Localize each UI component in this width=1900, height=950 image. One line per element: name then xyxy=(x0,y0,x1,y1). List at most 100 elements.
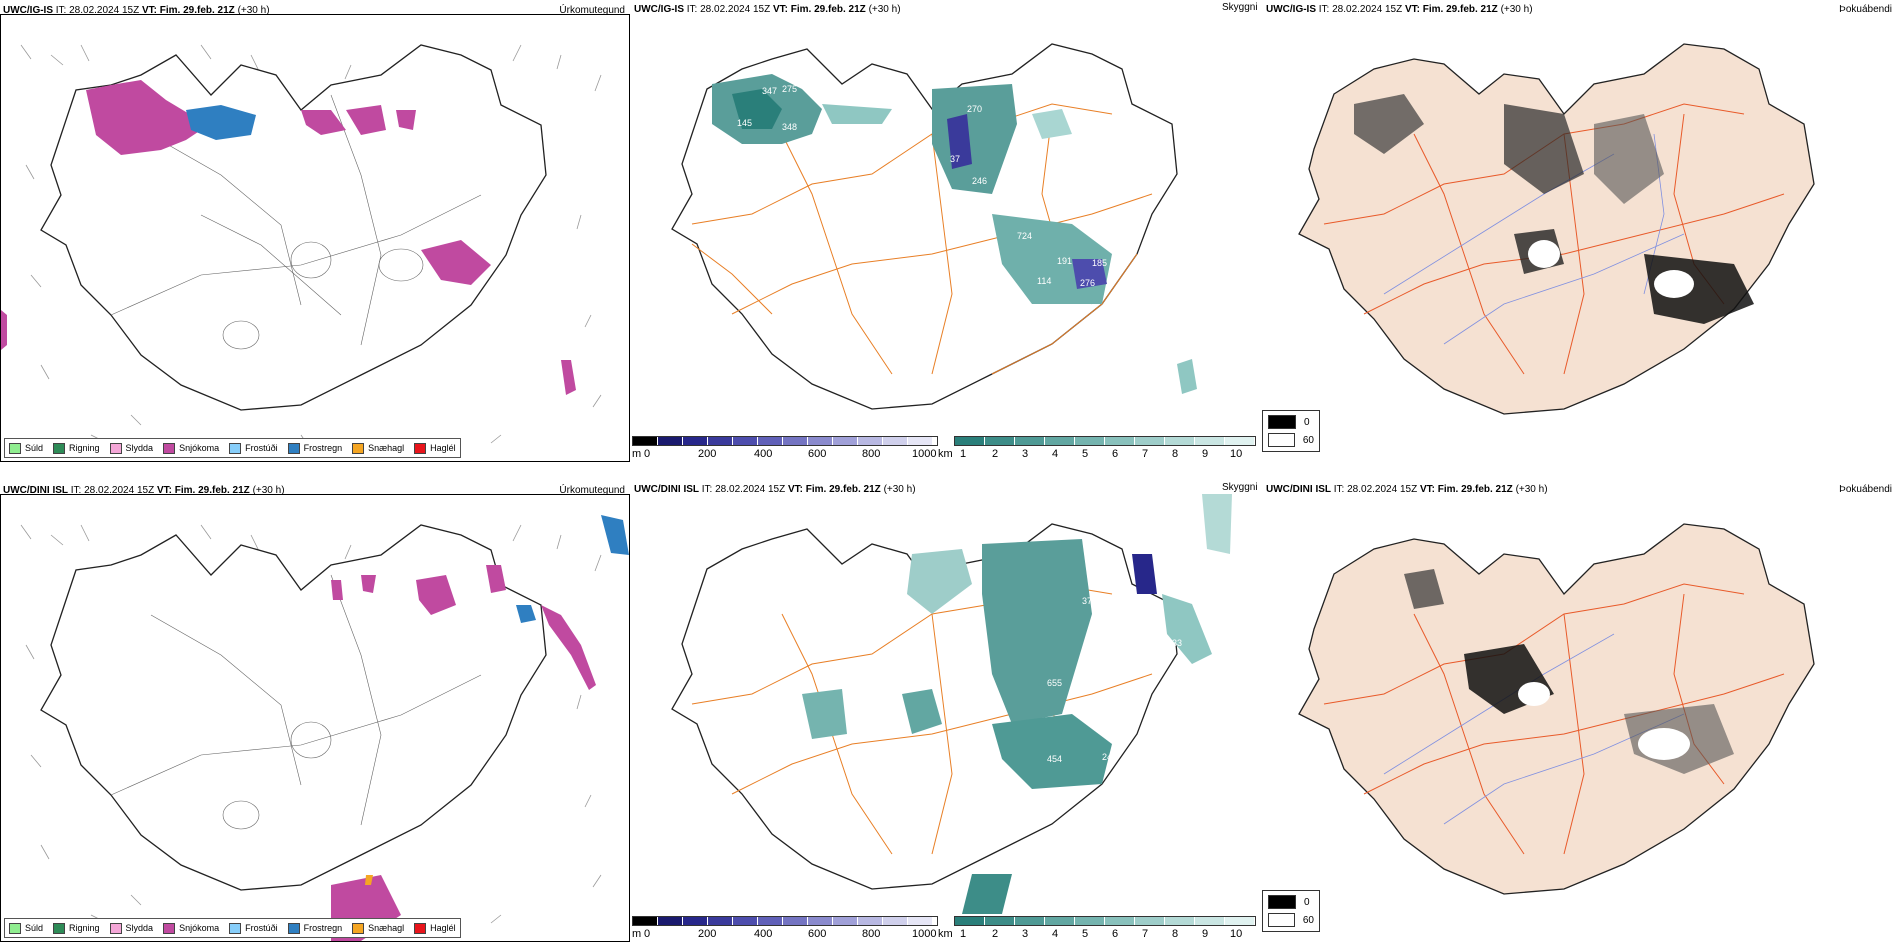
legend-swatch xyxy=(109,922,122,934)
vis-label: 348 xyxy=(782,122,797,132)
vis-label: 246 xyxy=(972,176,987,186)
legend-swatch xyxy=(414,442,427,454)
colorbar-cell xyxy=(1105,437,1135,445)
vis-label: 33 xyxy=(1172,638,1182,648)
panel-title: Þokuábendi xyxy=(1839,4,1892,15)
colorbar-cell xyxy=(1165,917,1195,925)
colorbar-cell xyxy=(708,917,733,925)
panel-title: Úrkomutegund xyxy=(559,5,625,16)
vis-label: 145 xyxy=(737,118,752,128)
colorbar-cell xyxy=(985,917,1015,925)
legend-item: Snjókoma xyxy=(163,442,219,454)
colorbar-cell xyxy=(658,917,683,925)
legend-swatch xyxy=(9,922,21,934)
visibility-m-ticks: m 0 200 400 600 800 1000 xyxy=(632,928,937,940)
colorbar-cell xyxy=(783,917,808,925)
legend-swatch xyxy=(287,442,300,454)
fog-map xyxy=(1298,523,1815,895)
legend-swatch xyxy=(1268,415,1296,429)
colorbar-cell xyxy=(985,437,1015,445)
legend-swatch xyxy=(163,922,176,934)
precip-type-map xyxy=(1,44,602,448)
iceland-outline xyxy=(40,524,547,891)
colorbar-cell xyxy=(808,437,833,445)
colorbar-cell xyxy=(883,437,908,445)
panel-title: Skyggni xyxy=(1222,2,1258,13)
precip-type-map xyxy=(20,515,629,941)
legend-item: Súld xyxy=(9,922,43,934)
legend-swatch xyxy=(229,442,242,454)
vis-label: 185 xyxy=(1092,258,1107,268)
visibility-km-colorbar xyxy=(954,436,1256,446)
panel-header: UWC/DINI ISL IT: 28.02.2024 15Z VT: Fim.… xyxy=(3,485,285,496)
colorbar-cell xyxy=(1225,437,1255,445)
vis-label: 191 xyxy=(1057,256,1072,266)
panel-header: UWC/IG-IS IT: 28.02.2024 15Z VT: Fim. 29… xyxy=(3,5,270,16)
legend-item: Súld xyxy=(9,442,43,454)
legend-swatch xyxy=(1268,913,1295,927)
panel-header: UWC/IG-IS IT: 28.02.2024 15Z VT: Fim. 29… xyxy=(634,4,901,15)
vis-label: 114 xyxy=(1037,276,1051,286)
colorbar-cell xyxy=(1045,437,1075,445)
legend-item: Rigning xyxy=(53,922,100,934)
legend-item: Frostregn xyxy=(287,442,342,454)
colorbar-cell xyxy=(658,437,683,445)
fog-panel-row2: UWC/DINI ISL IT: 28.02.2024 15Z VT: Fim.… xyxy=(1264,484,1900,942)
legend-swatch xyxy=(352,442,365,454)
colorbar-cell xyxy=(758,437,783,445)
colorbar-cell xyxy=(783,437,808,445)
colorbar-cell xyxy=(1135,437,1165,445)
panel-title: Úrkomutegund xyxy=(559,485,625,496)
colorbar-cell xyxy=(633,917,658,925)
colorbar-cell xyxy=(683,917,708,925)
legend-swatch xyxy=(287,922,300,934)
legend-item: Frostúði xyxy=(229,442,278,454)
colorbar-cell xyxy=(833,917,858,925)
visibility-map: 347 275 145 348 577 270 37 246 724 191 1… xyxy=(671,43,1197,410)
colorbar-cell xyxy=(1225,917,1255,925)
legend-item: Rigning xyxy=(53,442,100,454)
colorbar-cell xyxy=(1105,917,1135,925)
legend-swatch xyxy=(53,922,66,934)
fog-legend: 0 60 xyxy=(1262,890,1320,932)
legend-item: Slydda xyxy=(109,922,153,934)
iceland-outline xyxy=(1298,523,1815,895)
colorbar-cell xyxy=(908,437,933,445)
legend-swatch xyxy=(9,442,21,454)
precip-legend: Súld Rigning Slydda Snjókoma Frostúði Fr… xyxy=(4,918,461,938)
colorbar-cell xyxy=(1075,917,1105,925)
colorbar-cell xyxy=(955,917,985,925)
vis-label: 275 xyxy=(782,84,797,94)
colorbar-cell xyxy=(633,437,658,445)
vis-label: 270 xyxy=(967,104,982,114)
legend-swatch xyxy=(352,922,365,934)
visibility-m-ticks: m 0 200 400 600 800 1000 xyxy=(632,448,937,460)
colorbar-cell xyxy=(683,437,708,445)
vis-label: 655 xyxy=(1047,678,1062,688)
legend-swatch xyxy=(163,442,176,454)
legend-item: Slydda xyxy=(109,442,153,454)
legend-item: Haglél xyxy=(414,442,456,454)
vis-label: 242 xyxy=(1102,752,1117,762)
vis-label: 209 xyxy=(952,714,967,724)
visibility-panel-row1: UWC/IG-IS IT: 28.02.2024 15Z VT: Fim. 29… xyxy=(632,2,1320,462)
colorbar-cell xyxy=(1075,437,1105,445)
vis-label: 347 xyxy=(762,86,777,96)
colorbar-cell xyxy=(1195,917,1225,925)
legend-item: Snjókoma xyxy=(163,922,219,934)
legend-swatch xyxy=(109,442,122,454)
colorbar-cell xyxy=(858,917,883,925)
vis-label: 370 xyxy=(1082,596,1097,606)
precip-legend: Súld Rigning Slydda Snjókoma Frostúði Fr… xyxy=(4,438,461,458)
panel-header: UWC/IG-IS IT: 28.02.2024 15Z VT: Fim. 29… xyxy=(1266,4,1533,15)
colorbar-cell xyxy=(955,437,985,445)
fog-panel-row1: UWC/IG-IS IT: 28.02.2024 15Z VT: Fim. 29… xyxy=(1264,4,1900,462)
colorbar-cell xyxy=(733,437,758,445)
colorbar-cell xyxy=(708,437,733,445)
legend-swatch xyxy=(53,442,66,454)
panel-title: Skyggni xyxy=(1222,482,1258,493)
colorbar-cell xyxy=(733,917,758,925)
vis-label: 37 xyxy=(950,154,960,164)
colorbar-cell xyxy=(1015,437,1045,445)
vis-label: 724 xyxy=(1017,231,1032,241)
